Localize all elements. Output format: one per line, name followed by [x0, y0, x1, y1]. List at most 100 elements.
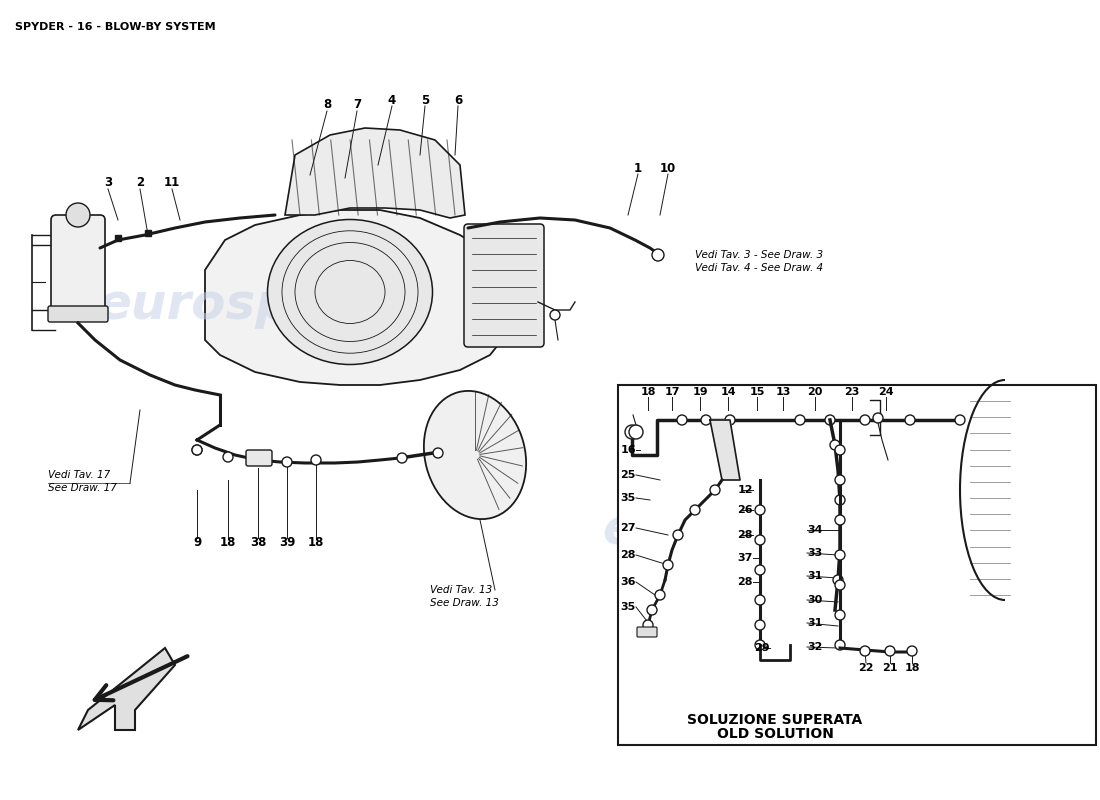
Text: 28: 28: [737, 530, 752, 540]
Circle shape: [835, 515, 845, 525]
Text: Vedi Tav. 13: Vedi Tav. 13: [430, 585, 493, 595]
Circle shape: [825, 415, 835, 425]
Circle shape: [710, 485, 720, 495]
Text: SOLUZIONE SUPERATA: SOLUZIONE SUPERATA: [688, 713, 862, 727]
Circle shape: [673, 530, 683, 540]
Text: 24: 24: [878, 387, 894, 397]
Circle shape: [66, 203, 90, 227]
Text: 37: 37: [737, 553, 752, 563]
Text: 31: 31: [807, 618, 823, 628]
Text: 7: 7: [353, 98, 361, 111]
Text: 30: 30: [807, 595, 823, 605]
Circle shape: [755, 640, 764, 650]
Text: 9: 9: [192, 537, 201, 550]
Text: OLD SOLUTION: OLD SOLUTION: [716, 727, 834, 741]
Circle shape: [886, 646, 895, 656]
FancyBboxPatch shape: [637, 627, 657, 637]
Text: 22: 22: [858, 663, 873, 673]
Polygon shape: [78, 648, 175, 730]
Circle shape: [830, 440, 840, 450]
Polygon shape: [710, 420, 740, 480]
Circle shape: [860, 646, 870, 656]
Text: Vedi Tav. 3 - See Draw. 3: Vedi Tav. 3 - See Draw. 3: [695, 250, 823, 260]
FancyBboxPatch shape: [51, 215, 104, 315]
Circle shape: [755, 505, 764, 515]
Circle shape: [647, 605, 657, 615]
Circle shape: [905, 415, 915, 425]
Circle shape: [223, 452, 233, 462]
Text: 5: 5: [421, 94, 429, 106]
Text: 18: 18: [640, 387, 656, 397]
Text: 2: 2: [136, 177, 144, 190]
Text: See Draw. 13: See Draw. 13: [430, 598, 499, 608]
Circle shape: [676, 415, 688, 425]
Circle shape: [282, 457, 292, 467]
Circle shape: [860, 415, 870, 425]
Text: 15: 15: [749, 387, 764, 397]
Text: 35: 35: [620, 493, 636, 503]
Text: 32: 32: [807, 642, 823, 652]
Text: 21: 21: [882, 663, 898, 673]
Circle shape: [908, 646, 917, 656]
Circle shape: [835, 550, 845, 560]
Circle shape: [654, 590, 666, 600]
Text: 20: 20: [807, 387, 823, 397]
Text: 3: 3: [103, 177, 112, 190]
Text: 23: 23: [845, 387, 860, 397]
Polygon shape: [205, 210, 520, 385]
Circle shape: [629, 425, 644, 439]
Circle shape: [835, 610, 845, 620]
Text: 14: 14: [720, 387, 736, 397]
FancyBboxPatch shape: [246, 450, 272, 466]
Text: 10: 10: [660, 162, 676, 174]
Text: 8: 8: [323, 98, 331, 111]
FancyBboxPatch shape: [618, 385, 1096, 745]
Text: 12: 12: [737, 485, 752, 495]
Circle shape: [397, 453, 407, 463]
Text: 39: 39: [278, 537, 295, 550]
Circle shape: [873, 413, 883, 423]
Text: 18: 18: [220, 537, 236, 550]
Ellipse shape: [267, 219, 432, 365]
Circle shape: [833, 575, 843, 585]
Circle shape: [955, 415, 965, 425]
Text: eurospares: eurospares: [602, 506, 918, 554]
Circle shape: [795, 415, 805, 425]
Text: 31: 31: [807, 571, 823, 581]
Circle shape: [755, 595, 764, 605]
Circle shape: [192, 445, 202, 455]
Text: 38: 38: [250, 537, 266, 550]
Text: 34: 34: [807, 525, 823, 535]
FancyBboxPatch shape: [48, 306, 108, 322]
Circle shape: [755, 535, 764, 545]
Text: 27: 27: [620, 523, 636, 533]
Text: 6: 6: [454, 94, 462, 106]
Circle shape: [835, 640, 845, 650]
Circle shape: [550, 310, 560, 320]
Text: 33: 33: [807, 548, 823, 558]
Circle shape: [701, 415, 711, 425]
Text: See Draw. 17: See Draw. 17: [48, 483, 117, 493]
Text: 1: 1: [634, 162, 642, 174]
Text: 4: 4: [388, 94, 396, 106]
Circle shape: [625, 425, 639, 439]
Text: 25: 25: [620, 470, 636, 480]
Text: 28: 28: [620, 550, 636, 560]
Text: 13: 13: [776, 387, 791, 397]
Text: 16: 16: [620, 445, 636, 455]
Circle shape: [192, 445, 202, 455]
Text: 18: 18: [904, 663, 920, 673]
Text: 26: 26: [737, 505, 752, 515]
Circle shape: [835, 475, 845, 485]
Text: 29: 29: [755, 643, 770, 653]
Text: 35: 35: [620, 602, 636, 612]
Circle shape: [835, 580, 845, 590]
Text: eurospares: eurospares: [97, 281, 413, 329]
Circle shape: [755, 565, 764, 575]
Text: Vedi Tav. 17: Vedi Tav. 17: [48, 470, 110, 480]
Polygon shape: [285, 128, 465, 218]
Circle shape: [725, 415, 735, 425]
Text: Vedi Tav. 4 - See Draw. 4: Vedi Tav. 4 - See Draw. 4: [695, 263, 823, 273]
Circle shape: [652, 249, 664, 261]
Text: 19: 19: [692, 387, 707, 397]
